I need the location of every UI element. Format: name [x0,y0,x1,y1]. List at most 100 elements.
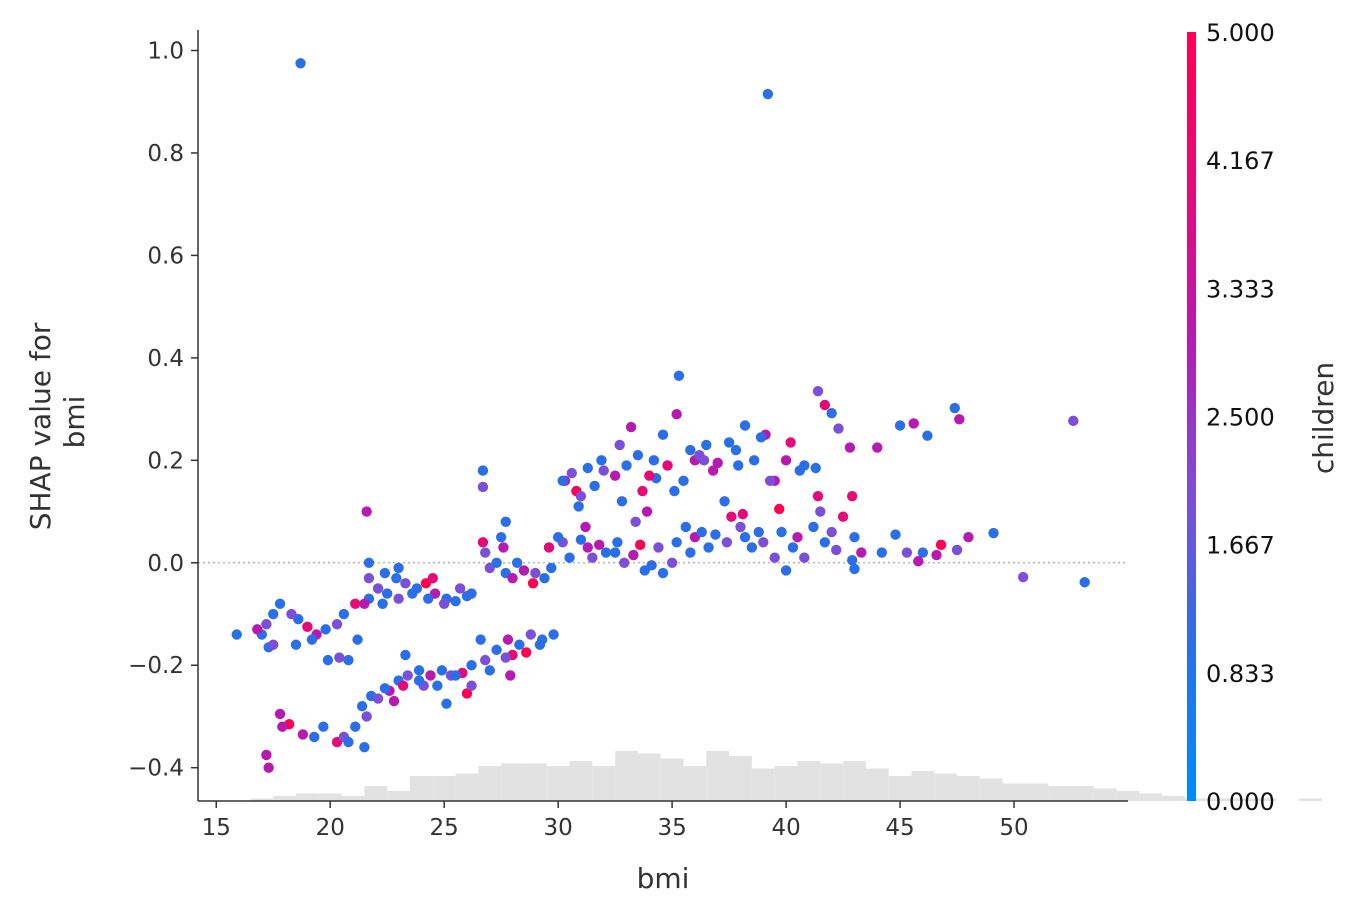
data-point [935,539,947,551]
data-point [849,531,860,543]
data-point [762,88,774,100]
data-point [514,639,525,650]
data-point [846,490,858,502]
data-point [707,465,719,476]
histogram-bar [387,791,410,801]
data-point [808,521,819,533]
data-point [480,547,491,558]
data-point [913,556,924,567]
data-point [755,432,767,443]
histogram-bar [660,758,684,801]
data-point [450,596,461,607]
data-point [776,526,787,538]
data-point [616,496,628,507]
histogram-bar [615,751,638,801]
data-point [582,462,593,474]
data-point [890,529,901,540]
data-point [372,693,384,704]
data-point [495,531,507,543]
data-point [819,399,831,411]
data-point [309,731,320,743]
colorbar-title: children [1307,362,1340,474]
data-point [837,511,849,522]
histogram-bar [296,793,319,801]
data-point [951,544,963,556]
data-point [252,624,263,635]
histogram-bar [729,756,752,801]
data-point [343,736,354,748]
colorbar-ticks: 0.000 0.833 1.667 2.500 3.333 4.167 5.000 [1206,19,1275,816]
y-tick-label: 1.0 [147,38,184,64]
data-point [534,639,546,650]
data-point [546,562,557,574]
scatter-points [231,58,1090,773]
data-point [787,542,799,553]
data-point [812,385,824,397]
data-point [833,423,844,434]
data-point [343,654,354,666]
data-point [427,572,438,584]
data-point [635,539,646,551]
data-point [507,572,518,584]
data-point [461,590,473,602]
y-tick-label: 0.4 [147,346,184,372]
data-point [363,572,375,584]
y-tick-label: 0.0 [147,551,184,577]
data-point [737,508,748,520]
histogram-bar [478,766,502,801]
y-tick-label: −0.4 [128,756,184,782]
data-point [733,460,744,471]
data-point [306,634,318,645]
histogram-bar [751,768,775,801]
data-point [748,455,760,466]
data-point [268,608,279,620]
histogram-bar [569,761,593,801]
data-point [621,460,632,471]
data-point [322,654,334,666]
histogram-bar [341,796,365,801]
histogram-bar [911,771,935,801]
data-point [530,567,541,579]
colorbar-gradient [1187,32,1196,801]
histogram-bar [501,763,524,801]
histogram-bar [318,793,342,801]
data-point [363,557,375,568]
data-point [461,688,473,699]
y-tick-label: 0.6 [147,243,184,269]
data-point [619,557,630,568]
data-point [792,531,803,543]
histogram-bar [1093,788,1117,801]
data-point [518,565,530,576]
data-point [397,680,409,691]
histogram-bar [774,766,798,801]
data-point [484,665,495,676]
data-point [268,639,279,650]
y-tick-label: −0.2 [128,653,184,679]
data-point [671,409,682,420]
data-point [963,531,974,543]
histogram-bar [1162,796,1185,801]
histogram-bar [409,776,433,801]
data-point [901,547,913,558]
data-point [377,598,388,609]
x-tick-label: 40 [771,815,800,841]
data-point [876,547,888,558]
histogram-bar [797,761,821,801]
data-point [746,542,758,553]
data-point [320,624,331,635]
colorbar-tick-label: 5.000 [1206,19,1275,47]
data-point [432,680,443,691]
data-point [671,537,682,548]
data-point [669,485,680,497]
histogram-bar [1139,793,1163,801]
histogram-bar [546,766,570,801]
data-point [573,501,584,512]
data-point [352,634,363,645]
data-point [356,701,368,712]
data-point [849,563,860,575]
data-point [846,555,858,566]
data-point [701,439,712,451]
data-point [954,414,965,425]
data-point [261,619,272,630]
histogram-bar [706,751,730,801]
